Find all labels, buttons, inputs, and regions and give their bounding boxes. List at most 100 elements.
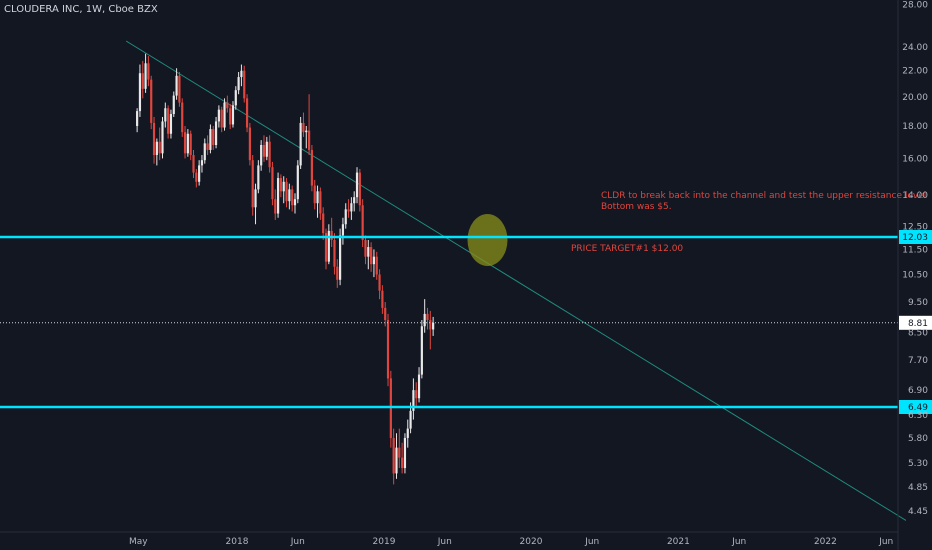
- candle[interactable]: [288, 183, 291, 210]
- candle[interactable]: [378, 269, 381, 300]
- candle[interactable]: [206, 135, 209, 156]
- candle[interactable]: [384, 302, 387, 327]
- candle[interactable]: [214, 116, 218, 149]
- candle[interactable]: [274, 189, 277, 220]
- candle[interactable]: [299, 116, 302, 169]
- candle[interactable]: [291, 185, 294, 212]
- plot-area[interactable]: [125, 40, 907, 521]
- candle[interactable]: [401, 442, 404, 474]
- candle[interactable]: [237, 71, 240, 95]
- candle[interactable]: [175, 68, 178, 100]
- candle[interactable]: [200, 155, 204, 173]
- candle[interactable]: [406, 419, 409, 448]
- candle[interactable]: [223, 98, 226, 131]
- candle[interactable]: [186, 129, 189, 157]
- candle[interactable]: [209, 124, 212, 154]
- horizontal-levels[interactable]: 12.03 6.49 8.81: [0, 230, 932, 414]
- candle[interactable]: [265, 136, 268, 161]
- candle[interactable]: [138, 64, 142, 117]
- candle[interactable]: [152, 116, 156, 164]
- candle[interactable]: [192, 149, 195, 179]
- candle[interactable]: [347, 199, 350, 218]
- candle[interactable]: [144, 53, 147, 93]
- candle[interactable]: [251, 155, 254, 216]
- candle[interactable]: [271, 161, 274, 206]
- candle[interactable]: [257, 160, 260, 194]
- candle[interactable]: [141, 60, 144, 99]
- channel-trendline[interactable]: [125, 40, 907, 521]
- candle[interactable]: [412, 378, 415, 420]
- candle[interactable]: [341, 217, 345, 245]
- candle[interactable]: [155, 138, 158, 166]
- candle[interactable]: [403, 433, 407, 474]
- candle[interactable]: [167, 105, 170, 139]
- candle[interactable]: [248, 122, 251, 166]
- candle[interactable]: [189, 130, 192, 161]
- candle[interactable]: [279, 174, 282, 198]
- candle[interactable]: [322, 207, 325, 240]
- candle[interactable]: [150, 75, 153, 130]
- candle[interactable]: [268, 135, 271, 173]
- candle[interactable]: [254, 183, 257, 225]
- candle[interactable]: [364, 235, 367, 265]
- price-target-ellipse[interactable]: [467, 214, 508, 266]
- candle[interactable]: [262, 135, 266, 162]
- candle[interactable]: [355, 167, 359, 204]
- candle[interactable]: [310, 145, 314, 192]
- candle[interactable]: [229, 103, 232, 130]
- candle[interactable]: [330, 217, 333, 248]
- candle[interactable]: [307, 94, 311, 156]
- candle[interactable]: [333, 233, 336, 275]
- candle[interactable]: [296, 160, 299, 204]
- candle[interactable]: [417, 367, 421, 403]
- candle[interactable]: [136, 108, 139, 133]
- candle[interactable]: [432, 316, 435, 336]
- candle[interactable]: [217, 105, 220, 128]
- candle[interactable]: [293, 193, 297, 214]
- candle[interactable]: [220, 106, 223, 133]
- candle[interactable]: [243, 65, 246, 103]
- candle[interactable]: [367, 239, 370, 270]
- candle[interactable]: [161, 116, 164, 159]
- candle[interactable]: [231, 101, 235, 128]
- candle[interactable]: [426, 307, 429, 330]
- candle[interactable]: [147, 56, 150, 87]
- candle[interactable]: [245, 94, 249, 133]
- candle[interactable]: [276, 172, 280, 218]
- candle[interactable]: [226, 95, 229, 113]
- candle[interactable]: [423, 299, 426, 333]
- candle[interactable]: [375, 251, 378, 280]
- candle[interactable]: [316, 185, 319, 218]
- candle[interactable]: [358, 168, 361, 212]
- candle[interactable]: [381, 285, 384, 314]
- candle[interactable]: [389, 370, 392, 448]
- candle[interactable]: [344, 203, 347, 229]
- candle[interactable]: [169, 109, 173, 139]
- candle[interactable]: [203, 138, 206, 164]
- candle[interactable]: [158, 127, 161, 161]
- candle[interactable]: [198, 160, 201, 186]
- candle[interactable]: [183, 125, 187, 159]
- candle[interactable]: [319, 187, 322, 220]
- candle[interactable]: [429, 310, 432, 350]
- candle[interactable]: [305, 125, 308, 149]
- candle[interactable]: [327, 224, 330, 265]
- candle[interactable]: [212, 125, 215, 150]
- candle[interactable]: [353, 191, 356, 212]
- candle[interactable]: [172, 91, 175, 117]
- candle[interactable]: [395, 433, 398, 479]
- candle[interactable]: [178, 71, 181, 107]
- candle[interactable]: [302, 112, 305, 137]
- candle[interactable]: [415, 382, 418, 407]
- candle[interactable]: [392, 428, 395, 485]
- candle[interactable]: [370, 242, 373, 272]
- candle[interactable]: [285, 178, 288, 208]
- candle[interactable]: [234, 86, 237, 110]
- candle[interactable]: [260, 140, 263, 171]
- candle[interactable]: [313, 179, 316, 210]
- candle[interactable]: [361, 199, 364, 248]
- candle[interactable]: [164, 102, 167, 128]
- candle[interactable]: [324, 228, 328, 270]
- candle[interactable]: [195, 168, 198, 188]
